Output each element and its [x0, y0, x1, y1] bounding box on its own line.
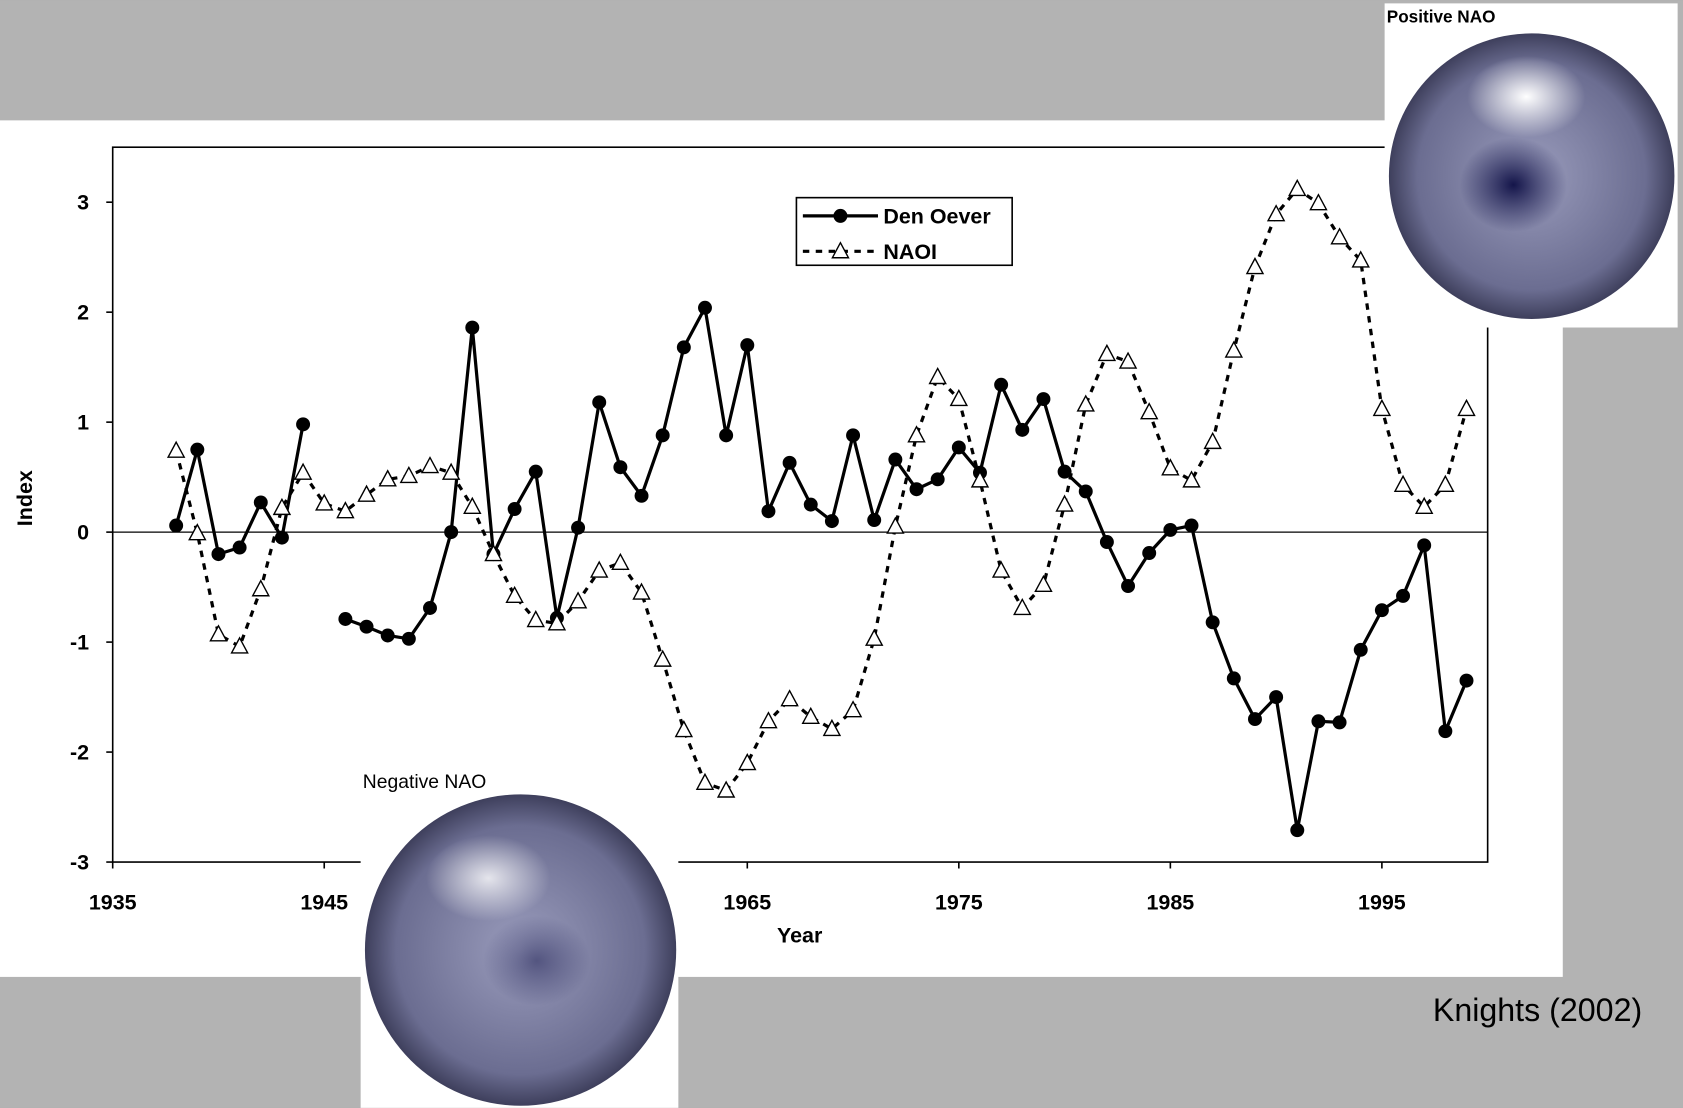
- y-tick-label: 3: [77, 191, 89, 215]
- point: [169, 519, 183, 533]
- point: [888, 453, 902, 467]
- point: [677, 340, 691, 354]
- y-axis-label: Index: [13, 470, 37, 526]
- point: [190, 443, 204, 457]
- x-tick-label: 1985: [1146, 890, 1194, 914]
- point: [1036, 392, 1050, 406]
- low-pressure: [483, 916, 590, 1006]
- y-tick-label: -3: [70, 851, 89, 875]
- point: [465, 321, 479, 335]
- low-pressure: [1460, 138, 1567, 232]
- point: [719, 428, 733, 442]
- x-tick-label: 1965: [723, 890, 771, 914]
- y-tick-label: -2: [70, 741, 89, 765]
- y-tick-label: 0: [77, 521, 89, 545]
- point: [1121, 579, 1135, 593]
- point: [402, 632, 416, 646]
- credit: Knights (2002): [1433, 992, 1642, 1028]
- point: [613, 460, 627, 474]
- point: [1227, 671, 1241, 685]
- point: [423, 601, 437, 615]
- point: [1100, 535, 1114, 549]
- y-tick-label: 2: [77, 301, 89, 325]
- negative-inset: Negative NAO: [361, 768, 679, 1108]
- point: [698, 301, 712, 315]
- point: [233, 541, 247, 555]
- y-tick-label: -1: [70, 631, 89, 655]
- high-pressure: [1467, 56, 1585, 138]
- point: [635, 489, 649, 503]
- point: [783, 456, 797, 470]
- point: [1142, 546, 1156, 560]
- point: [571, 521, 585, 535]
- point: [1079, 484, 1093, 498]
- slide: -3-2-101231935194519551965197519851995 D…: [0, 0, 1683, 1108]
- point: [656, 428, 670, 442]
- point: [825, 514, 839, 528]
- y-tick-label: 1: [77, 411, 89, 435]
- point: [508, 502, 522, 516]
- x-axis-label: Year: [777, 924, 823, 948]
- point: [1269, 690, 1283, 704]
- legend-label: NAOI: [883, 240, 937, 264]
- x-tick-label: 1945: [300, 890, 348, 914]
- point: [296, 417, 310, 431]
- point: [1206, 615, 1220, 629]
- point: [1460, 674, 1474, 688]
- point: [338, 612, 352, 626]
- x-tick-label: 1935: [89, 890, 137, 914]
- high-pressure: [426, 835, 551, 921]
- legend-label: Den Oever: [883, 204, 991, 228]
- point: [1417, 538, 1431, 552]
- point: [444, 525, 458, 539]
- point: [1058, 465, 1072, 479]
- inset-title: Negative NAO: [363, 772, 486, 793]
- point: [1185, 519, 1199, 533]
- point: [1248, 712, 1262, 726]
- point: [1311, 714, 1325, 728]
- point: [867, 513, 881, 527]
- x-tick-label: 1995: [1358, 890, 1406, 914]
- x-tick-label: 1975: [935, 890, 983, 914]
- point: [1290, 823, 1304, 837]
- point: [360, 620, 374, 634]
- point: [254, 495, 268, 509]
- point: [529, 465, 543, 479]
- legend-marker: [833, 209, 847, 223]
- point: [931, 472, 945, 486]
- point: [1333, 715, 1347, 729]
- point: [1163, 523, 1177, 537]
- point: [592, 395, 606, 409]
- point: [1375, 603, 1389, 617]
- point: [1438, 724, 1452, 738]
- point: [952, 440, 966, 454]
- point: [761, 504, 775, 518]
- point: [1015, 423, 1029, 437]
- inset-title: Positive NAO: [1387, 7, 1496, 27]
- point: [1354, 643, 1368, 657]
- point: [1396, 589, 1410, 603]
- page: {"chart_data": {"type": "line", "x_label…: [0, 0, 1683, 1108]
- point: [275, 531, 289, 545]
- point: [381, 629, 395, 643]
- point: [211, 547, 225, 561]
- point: [846, 428, 860, 442]
- positive-inset: Positive NAO: [1385, 3, 1678, 327]
- point: [804, 498, 818, 512]
- point: [994, 378, 1008, 392]
- point: [910, 482, 924, 496]
- point: [740, 338, 754, 352]
